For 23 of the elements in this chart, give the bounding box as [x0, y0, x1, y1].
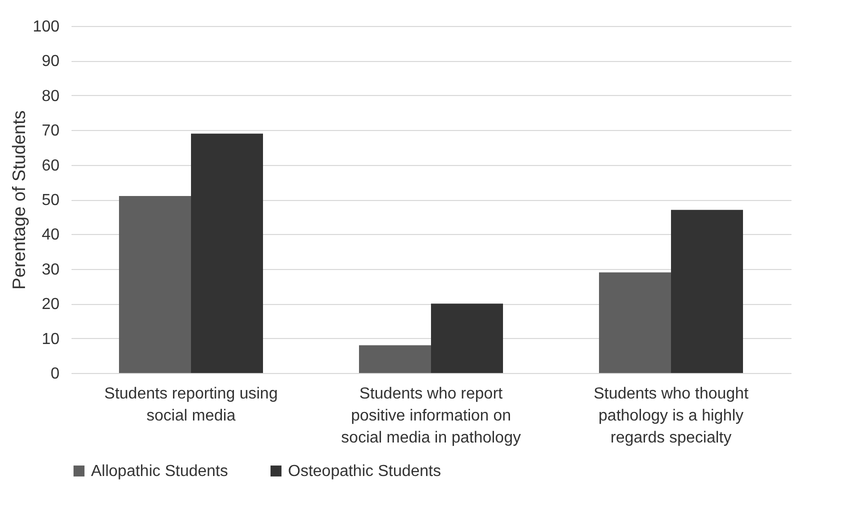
y-tick-label: 70 — [42, 122, 60, 140]
bar — [191, 134, 263, 373]
bar — [431, 304, 503, 373]
bar — [599, 272, 671, 373]
x-tick-label: Students who thought pathology is a highly regards specialty — [594, 386, 749, 446]
y-tick-label: 30 — [42, 261, 60, 278]
bar — [119, 196, 191, 373]
y-tick-label: 60 — [42, 157, 60, 174]
y-tick-label: 40 — [42, 226, 60, 244]
y-tick-label: 20 — [42, 296, 60, 314]
y-tick-label: 50 — [42, 192, 60, 209]
y-axis-title: Perentage of Students — [8, 110, 29, 290]
y-tick-label: 80 — [42, 88, 60, 105]
y-tick-label: 100 — [32, 18, 60, 36]
y-tick-label: 10 — [42, 330, 60, 348]
legend-label: Osteopathic Students — [288, 463, 441, 480]
x-tick-label: Students reporting using social media — [104, 386, 278, 424]
x-tick-label: Students who report positive information on social media in pathology — [341, 386, 521, 446]
bar — [359, 345, 431, 373]
bar — [671, 210, 743, 373]
y-tick-label: 0 — [50, 366, 60, 382]
legend-label: Allopathic Students — [91, 463, 228, 480]
y-tick-label: 90 — [42, 53, 60, 70]
